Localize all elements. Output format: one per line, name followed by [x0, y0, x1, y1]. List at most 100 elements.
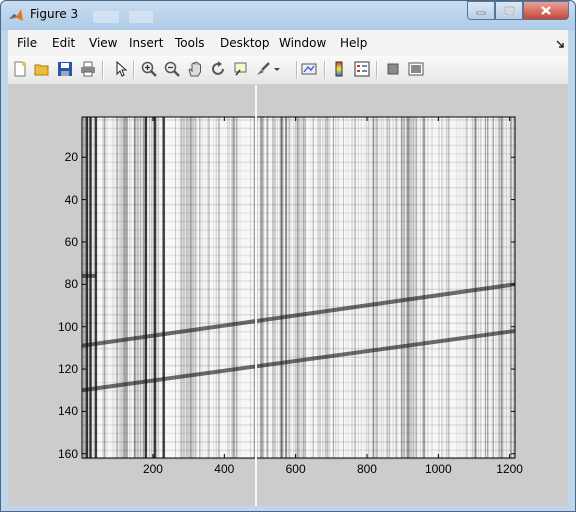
heatmap-stripe: [233, 117, 235, 458]
heatmap-stripe: [366, 117, 368, 458]
heatmap-stripe: [280, 117, 283, 458]
menu-window[interactable]: Window: [279, 36, 327, 50]
heatmap-stripe: [103, 117, 106, 458]
menu-tools[interactable]: Tools: [175, 36, 205, 50]
close-button[interactable]: [523, 1, 569, 20]
heatmap-stripe: [357, 117, 360, 458]
x-tick-label: 1000: [424, 462, 452, 476]
maximize-button[interactable]: [495, 1, 523, 20]
title-blur: [129, 11, 153, 23]
heatmap-stripe: [475, 117, 477, 458]
menu-file[interactable]: File: [17, 36, 38, 50]
heatmap-row-band: [82, 280, 515, 282]
heatmap-stripe: [322, 117, 324, 458]
minimize-button[interactable]: [467, 1, 495, 20]
heatmap-row-band: [82, 356, 515, 358]
heatmap-row-band: [82, 415, 515, 418]
heatmap-stripe: [366, 117, 368, 458]
heatmap-stripe: [237, 117, 239, 458]
heatmap-stripe: [471, 117, 473, 458]
data-cursor-button[interactable]: [232, 60, 250, 78]
colorbar-button[interactable]: [330, 60, 348, 78]
hide-plot-tools-button[interactable]: [384, 60, 402, 78]
heatmap-stripe: [180, 117, 182, 458]
show-plot-tools-icon: [408, 62, 424, 76]
heatmap-stripe: [464, 117, 466, 458]
maximize-icon: [503, 5, 515, 16]
new-figure-button[interactable]: [11, 60, 29, 78]
heatmap-stripe: [195, 117, 197, 458]
heatmap-stripe: [260, 117, 262, 458]
heatmap-stripe: [187, 117, 189, 458]
heatmap-stripe: [364, 117, 366, 458]
edit-plot-button[interactable]: [111, 60, 129, 78]
brush-button[interactable]: [255, 60, 281, 78]
show-plot-tools-button[interactable]: [407, 60, 425, 78]
heatmap-stripe: [360, 117, 363, 458]
hide-plot-tools-icon: [387, 63, 399, 75]
heatmap-stripe: [201, 117, 203, 458]
menu-view[interactable]: View: [89, 36, 118, 50]
zoom-out-button[interactable]: [163, 60, 181, 78]
heatmap-row-band: [82, 119, 515, 121]
heatmap-stripe: [327, 117, 328, 458]
heatmap-stripe: [407, 117, 409, 458]
heatmap-stripe: [187, 117, 188, 458]
heatmap-row-band: [82, 153, 515, 155]
y-tick-label: 80: [64, 277, 78, 292]
heatmap-stripe: [235, 117, 237, 458]
heatmap-stripe: [281, 117, 283, 458]
dock-arrow-icon[interactable]: [556, 40, 564, 48]
heatmap-stripe: [332, 117, 334, 458]
save-figure-button[interactable]: [56, 60, 74, 78]
heatmap-stripe: [387, 117, 390, 458]
heatmap-stripe: [510, 117, 512, 458]
heatmap-stripe: [183, 117, 186, 458]
menu-desktop[interactable]: Desktop: [220, 36, 270, 50]
rotate-3d-button[interactable]: [209, 60, 227, 78]
heatmap-stripe: [288, 117, 291, 458]
pointer-icon: [116, 61, 128, 77]
heatmap-dark-band: [81, 282, 516, 348]
heatmap-stripe: [409, 117, 410, 458]
heatmap-stripe: [296, 117, 298, 458]
heatmap-row-band: [82, 229, 515, 231]
link-plot-button[interactable]: [300, 60, 318, 78]
heatmap-stripe: [381, 117, 382, 458]
heatmap-stripe: [411, 117, 412, 458]
heatmap-stripe: [294, 117, 296, 458]
heatmap-row-band: [82, 136, 515, 138]
open-file-button[interactable]: [33, 60, 51, 78]
pan-button[interactable]: [186, 60, 204, 78]
heatmap-stripe: [116, 117, 119, 458]
menu-edit[interactable]: Edit: [52, 36, 76, 50]
heatmap-stripe: [375, 117, 377, 458]
print-figure-button[interactable]: [79, 60, 97, 78]
minimize-icon: [476, 11, 486, 14]
heatmap-stripe: [94, 117, 96, 458]
title-bar[interactable]: Figure 3: [1, 1, 575, 30]
heatmap-dark-column: [94, 117, 98, 458]
heatmap-stripe: [175, 117, 177, 458]
menu-help[interactable]: Help: [340, 36, 368, 50]
heatmap-row-band: [82, 203, 515, 206]
heatmap-stripe: [287, 117, 290, 458]
print-icon: [81, 61, 95, 77]
menu-insert[interactable]: Insert: [129, 36, 164, 50]
heatmap-stripe: [92, 117, 94, 458]
heatmap-row-band: [82, 127, 515, 130]
heatmap-stripe: [233, 117, 236, 458]
heatmap-axes[interactable]: [8, 85, 568, 506]
legend-icon: [354, 61, 370, 77]
heatmap-stripe: [427, 117, 428, 458]
heatmap-stripe: [120, 117, 122, 458]
legend-button[interactable]: [353, 60, 371, 78]
heatmap-stripe: [178, 117, 180, 458]
heatmap-row-band: [82, 297, 515, 299]
heatmap-stripe: [157, 117, 160, 458]
heatmap-stripe: [183, 117, 185, 458]
heatmap-stripe: [412, 117, 414, 458]
y-tick-label: 140: [57, 404, 78, 419]
zoom-in-button[interactable]: [140, 60, 158, 78]
heatmap-row-band: [82, 390, 515, 392]
